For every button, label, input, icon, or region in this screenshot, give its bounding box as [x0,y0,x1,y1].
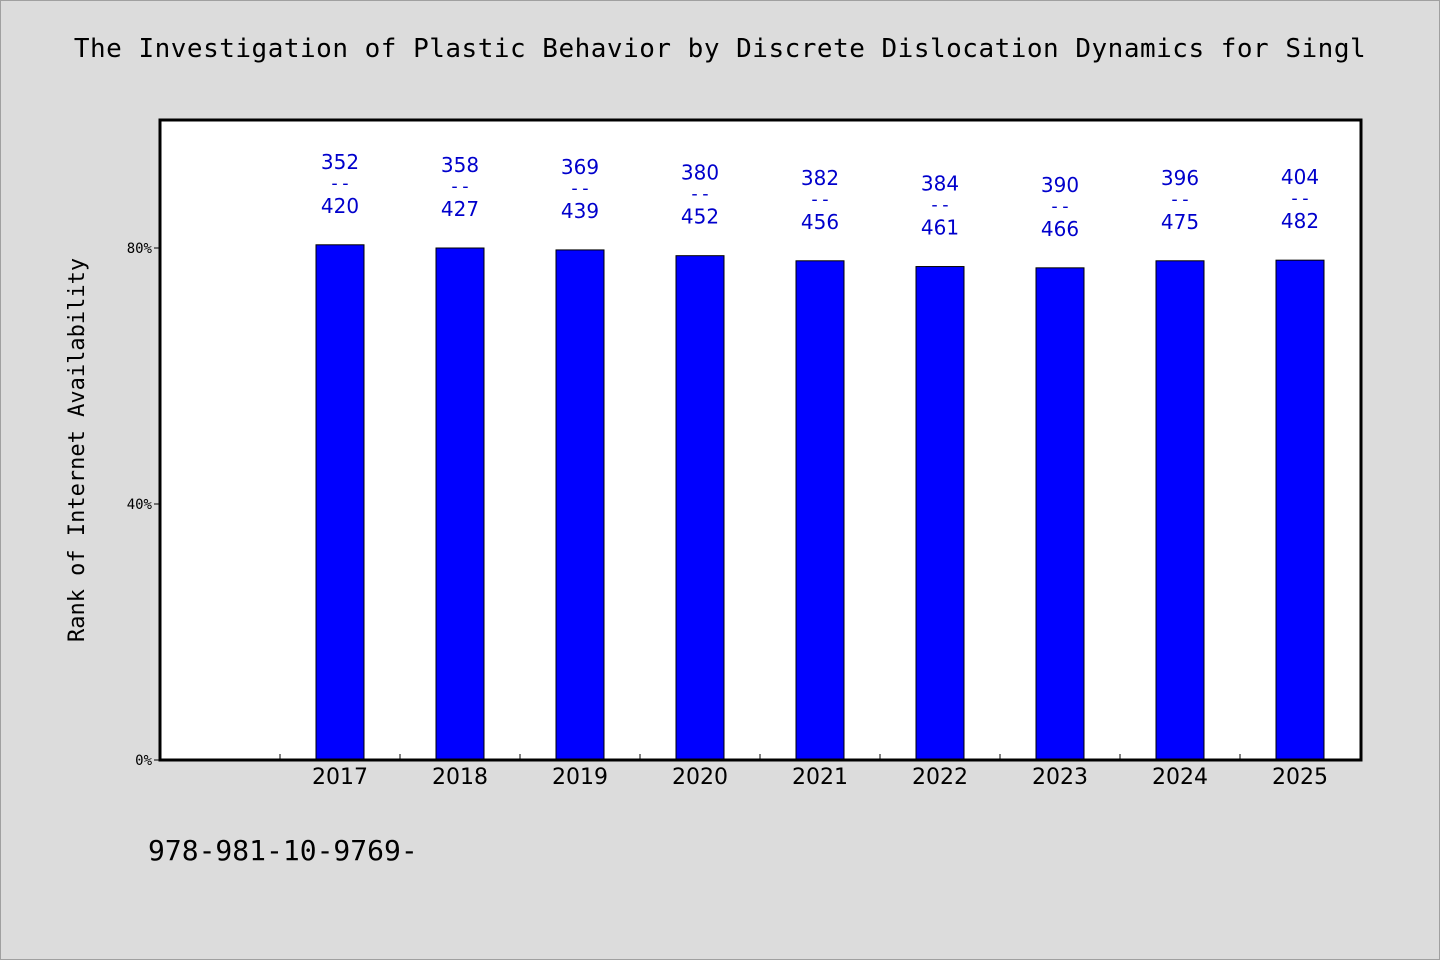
data-label-bottom: 452 [681,205,719,229]
y-tick-label: 0% [135,753,152,769]
data-label-separator: -- [809,189,831,210]
data-label-separator: -- [1289,188,1311,209]
data-label-bottom: 461 [921,216,959,240]
bar [795,260,845,761]
x-tick-label: 2018 [432,765,488,790]
data-label-bottom: 466 [1041,217,1079,241]
data-label-bottom: 420 [321,194,359,218]
bar [1275,259,1325,761]
x-tick-label: 2021 [792,765,848,790]
x-tick-label: 2020 [672,765,728,790]
bar [1155,260,1205,761]
bar [915,266,965,761]
data-label-top: 390 [1041,173,1079,197]
data-label-top: 358 [441,153,479,177]
bar [675,255,725,761]
data-label-bottom: 482 [1281,209,1319,233]
x-tick-label: 2017 [312,765,368,790]
data-label-bottom: 456 [801,210,839,234]
data-label-separator: -- [689,184,711,205]
data-label-bottom: 427 [441,197,479,221]
data-label-separator: -- [929,195,951,216]
chart-title: The Investigation of Plastic Behavior by… [73,34,1367,64]
data-label-separator: -- [329,173,351,194]
data-label-separator: -- [569,178,591,199]
y-tick-label: 80% [127,241,153,257]
data-label-bottom: 475 [1161,210,1199,234]
y-tick-label: 40% [127,497,153,513]
data-label-top: 404 [1281,165,1319,189]
isbn-text: 978-981-10-9769- [148,834,418,867]
data-label-bottom: 439 [561,199,599,223]
bar [315,244,365,761]
x-tick-label: 2024 [1152,765,1208,790]
data-label-separator: -- [449,176,471,197]
bar [555,249,605,761]
data-label-top: 352 [321,150,359,174]
x-tick-label: 2023 [1032,765,1088,790]
data-label-top: 384 [921,172,959,196]
bar [1035,267,1085,761]
x-tick-label: 2022 [912,765,968,790]
data-label-top: 369 [561,155,599,179]
y-axis-label: Rank of Internet Availability [65,258,90,642]
data-label-separator: -- [1169,189,1191,210]
data-label-top: 380 [681,161,719,185]
data-label-top: 396 [1161,166,1199,190]
data-label-separator: -- [1049,196,1071,217]
plot-border [158,118,1363,762]
data-label-top: 382 [801,166,839,190]
x-tick-label: 2019 [552,765,608,790]
x-tick-label: 2025 [1272,765,1328,790]
bar [435,247,485,761]
